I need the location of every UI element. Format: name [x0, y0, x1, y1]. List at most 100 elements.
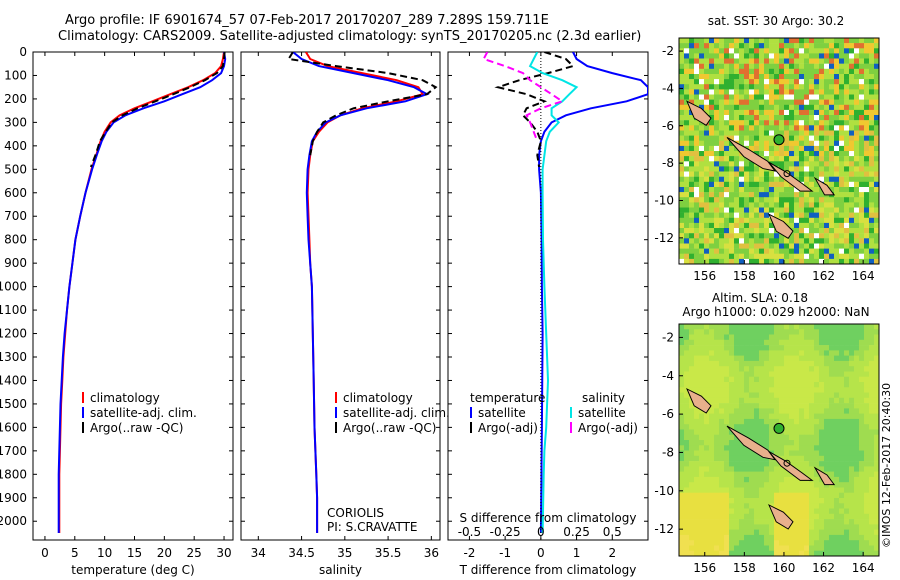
- map-cell: [724, 89, 730, 95]
- map-cell: [719, 508, 725, 515]
- map-cell: [684, 455, 690, 462]
- map-cell: [679, 222, 685, 229]
- map-cell: [804, 53, 810, 59]
- map-cell: [774, 171, 780, 177]
- map-cell: [854, 79, 860, 85]
- map-cell: [729, 187, 735, 193]
- map-cell: [719, 233, 725, 239]
- map-cell: [859, 130, 865, 136]
- map-cell: [844, 38, 850, 44]
- map-cell: [734, 38, 740, 44]
- map-cell: [844, 197, 850, 203]
- map-cell: [694, 94, 700, 100]
- map-cell: [839, 429, 845, 436]
- map-cell: [839, 461, 845, 467]
- map-cell: [689, 166, 695, 172]
- map-cell: [749, 197, 755, 203]
- map-cell: [864, 397, 870, 404]
- map-cell: [749, 202, 755, 208]
- map-cell: [744, 233, 750, 239]
- map-cell: [829, 89, 835, 95]
- map-cell: [829, 48, 835, 54]
- map-cell: [819, 99, 825, 105]
- map-cell: [844, 434, 850, 441]
- map-cell: [694, 376, 700, 383]
- map-cell: [819, 222, 825, 229]
- map-cell: [709, 350, 715, 356]
- map-cell: [704, 181, 710, 188]
- map-cell: [719, 418, 725, 425]
- map-cell: [734, 445, 740, 451]
- map-cell: [839, 176, 845, 183]
- map-cell: [799, 550, 805, 557]
- map-cell: [794, 334, 800, 341]
- map-cell: [859, 455, 865, 462]
- map-cell: [679, 450, 685, 457]
- map-cell: [854, 445, 860, 451]
- map-cell: [719, 350, 725, 356]
- map-cell: [809, 392, 815, 399]
- map-cell: [739, 68, 745, 75]
- map-cell: [844, 202, 850, 208]
- map-cell: [724, 366, 730, 372]
- map-cell: [789, 161, 795, 167]
- map-cell: [859, 243, 865, 249]
- map-cell: [689, 58, 695, 64]
- map-cell: [839, 212, 845, 218]
- map-cell: [759, 176, 765, 183]
- map-cell: [679, 371, 685, 378]
- map-cell: [864, 529, 870, 536]
- map-cell: [799, 243, 805, 249]
- map-cell: [849, 130, 855, 136]
- map-cell: [759, 366, 765, 372]
- map-cell: [799, 217, 805, 224]
- map-cell: [784, 366, 790, 372]
- map-cell: [764, 466, 770, 472]
- map-cell: [729, 455, 735, 462]
- map-cell: [784, 115, 790, 121]
- map-y-tick-label: -8: [662, 445, 674, 459]
- map-cell: [864, 434, 870, 441]
- map-cell: [724, 145, 730, 152]
- map-cell: [689, 482, 695, 488]
- map-cell: [809, 161, 815, 167]
- map-cell: [779, 482, 785, 488]
- depth-tick-label: 600: [4, 186, 27, 200]
- map-cell: [694, 529, 700, 536]
- map-cell: [854, 345, 860, 351]
- map-cell: [704, 248, 710, 254]
- map-cell: [744, 508, 750, 515]
- map-cell: [719, 355, 725, 362]
- map-cell: [804, 461, 810, 467]
- map-cell: [849, 355, 855, 362]
- map-cell: [684, 84, 690, 90]
- map-cell: [679, 366, 685, 372]
- map-cell: [849, 145, 855, 152]
- map-cell: [714, 550, 720, 557]
- map-cell: [794, 228, 800, 234]
- map-cell: [864, 498, 870, 504]
- map-cell: [854, 397, 860, 404]
- map-cell: [819, 445, 825, 451]
- map-cell: [784, 339, 790, 346]
- map-cell: [779, 339, 785, 346]
- map-cell: [864, 487, 870, 494]
- map-cell: [684, 429, 690, 436]
- map-cell: [804, 371, 810, 378]
- map-cell: [804, 403, 810, 409]
- map-cell: [764, 408, 770, 414]
- map-cell: [729, 99, 735, 105]
- map-cell: [759, 418, 765, 425]
- map-cell: [739, 534, 745, 541]
- map-cell: [784, 84, 790, 90]
- map-cell: [794, 156, 800, 162]
- map-cell: [829, 440, 835, 446]
- map-cell: [839, 476, 845, 483]
- map-cell: [874, 350, 880, 356]
- map-cell: [869, 382, 875, 388]
- map-cell: [824, 550, 830, 557]
- map-cell: [779, 387, 785, 393]
- map-cell: [729, 513, 735, 520]
- map-cell: [734, 181, 740, 188]
- map-cell: [709, 434, 715, 441]
